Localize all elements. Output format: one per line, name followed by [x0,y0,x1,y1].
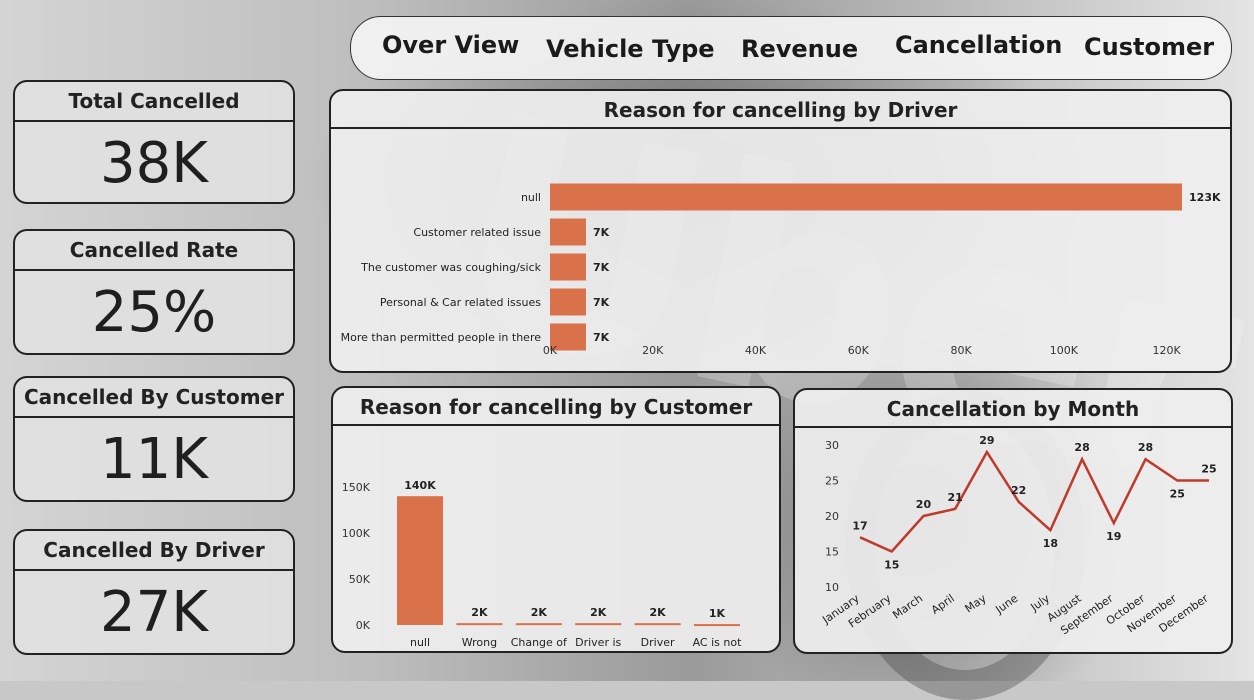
category-label: Change ofplans [511,636,568,653]
y-tick-label: 10 [825,581,839,594]
kpi-title: Total Cancelled [15,82,293,122]
x-tick-label: 80K [950,344,972,357]
kpi-value: 38K [100,131,208,196]
data-label: 20 [916,498,932,511]
kpi-title: Cancelled By Driver [15,531,293,571]
bar [550,323,586,351]
data-label: 2K [531,606,548,619]
kpi-title: Cancelled Rate [15,231,293,271]
nav-vehicle-type[interactable]: Vehicle Type [546,35,715,63]
category-label: Personal & Car related issues [380,296,541,309]
nav-customer[interactable]: Customer [1084,33,1215,61]
category-label: null [410,636,430,649]
x-tick-label: 100K [1050,344,1079,357]
data-label: 25 [1170,488,1185,501]
kpi-cancelled-by-customer: Cancelled By Customer 11K [13,376,295,502]
y-tick-label: 150K [342,481,371,494]
category-label: Customer related issue [413,226,541,239]
data-label: 7K [593,226,610,239]
month-panel: Cancellation by Month 10 15 20 25 30 17 15 20 21… [793,388,1233,654]
driver-reason-chart: null 123K Customer related issue 7K The cust… [341,183,1221,357]
customer-reason-panel: Reason for cancelling by Customer 0K 50K 1… [331,386,781,653]
y-tick-label: 100K [342,527,371,540]
x-tick-label: 40K [745,344,767,357]
x-tick-label: June [992,592,1020,617]
x-tick-label: 60K [848,344,870,357]
nav-revenue[interactable]: Revenue [741,35,859,63]
category-label: Driverasked tocancel [634,636,681,653]
data-label: 1K [709,607,726,620]
category-label: The customer was coughing/sick [360,261,541,274]
data-label: 28 [1074,441,1089,454]
bar [550,218,586,246]
bar [634,623,681,626]
data-label: 15 [884,559,899,572]
data-label: 2K [471,606,488,619]
bar [550,288,586,316]
kpi-value: 25% [91,280,217,345]
data-label: 25 [1201,463,1216,476]
bar [550,183,1183,211]
category-label: null [521,191,541,204]
data-label: 28 [1138,441,1153,454]
data-label: 17 [852,519,867,532]
kpi-title: Cancelled By Customer [15,378,293,418]
kpi-cancelled-by-driver: Cancelled By Driver 27K [13,529,295,655]
kpi-value: 27K [100,580,208,645]
bar [575,623,622,626]
nav-cancellation[interactable]: Cancellation [895,31,1063,59]
nav-overview[interactable]: Over View [382,31,520,59]
y-tick-label: 25 [825,475,839,488]
y-tick-label: 50K [349,573,371,586]
data-label: 7K [593,296,610,309]
x-tick-label: 120K [1153,344,1182,357]
driver-reason-panel: Reason for cancelling by Driver null 123K… [329,89,1232,373]
data-label: 7K [593,331,610,344]
x-tick-label: May [963,592,989,616]
x-tick-label: 20K [642,344,664,357]
chart-title: Cancellation by Month [795,390,1231,428]
month-chart: 1015202530171520212922182819282525Januar… [819,434,1216,637]
bar [397,496,443,625]
x-tick-label: March [890,592,925,622]
chart-title: Reason for cancelling by Driver [331,91,1230,129]
bar [550,253,586,281]
data-label: 19 [1106,530,1121,543]
y-tick-label: 20 [825,510,839,523]
data-label: 7K [593,261,610,274]
chart-title: Reason for cancelling by Customer [333,388,779,426]
bar [515,623,562,626]
y-tick-label: 0K [356,619,371,632]
customer-reason-chart: 0K 50K 100K 150K 140K null 2K WrongAddress 2K Cha… [342,479,742,653]
y-tick-label: 30 [825,439,839,452]
x-tick-label: 0K [543,344,558,357]
category-label: More than permitted people in there [341,331,542,344]
bar [694,624,740,627]
category-label: AC is notworking [693,636,742,653]
series-line [859,449,1209,554]
kpi-total-cancelled: Total Cancelled 38K [13,80,295,204]
data-label: 29 [979,434,994,447]
data-label: 2K [650,606,667,619]
category-label: WrongAddress [457,636,501,653]
data-label: 2K [590,606,607,619]
y-tick-label: 15 [825,546,839,559]
data-label: 123K [1189,191,1221,204]
data-label: 140K [404,479,436,492]
x-tick-label: April [929,592,957,617]
data-label: 21 [948,491,963,504]
category-label: Driver isnotmoving t... [569,636,628,653]
data-label: 22 [1011,484,1026,497]
kpi-value: 11K [100,427,208,492]
data-label: 18 [1043,537,1058,550]
bar [456,623,503,626]
top-navigation: Over View Vehicle Type Revenue Cancellat… [350,16,1232,80]
kpi-cancelled-rate: Cancelled Rate 25% [13,229,295,355]
